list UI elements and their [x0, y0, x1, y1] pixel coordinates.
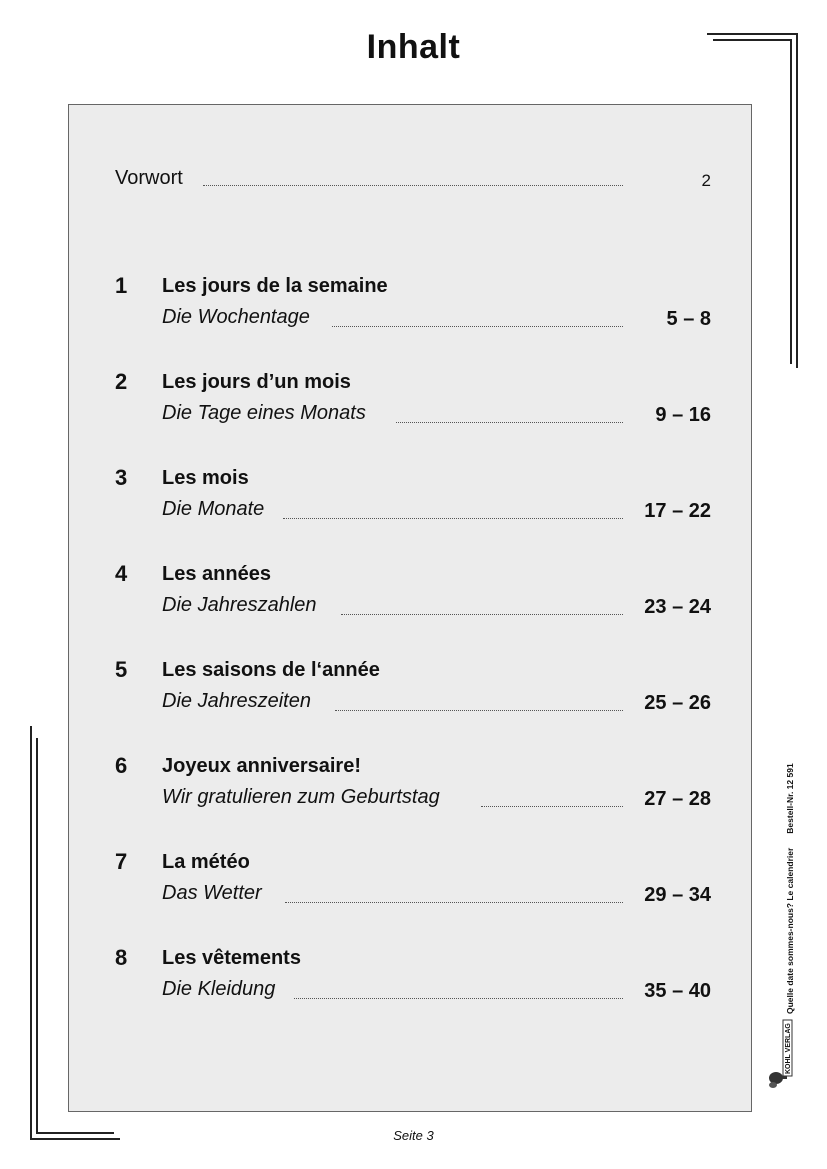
entry-number: 6: [115, 753, 128, 778]
corner-frame-bottom-left-v2: [36, 738, 38, 1132]
leader-dots: [283, 518, 623, 519]
entry-title-fr: Les mois: [162, 467, 249, 489]
corner-frame-top-right-h2: [713, 39, 791, 41]
publisher-logo-text: KOHL VERLAG: [785, 1023, 792, 1074]
corner-frame-top-right-v2: [790, 39, 792, 364]
entry-pages: 23 – 24: [644, 596, 711, 618]
entry-title-de: Die Tage eines Monats: [162, 402, 366, 424]
leader-dots: [396, 422, 623, 423]
entry-title-de: Die Monate: [162, 498, 265, 520]
entry-pages: 25 – 26: [644, 692, 711, 714]
entry-number: 5: [115, 657, 128, 682]
toc-entry-7: 7 La météo Das Wetter 29 – 34: [115, 849, 711, 919]
corner-frame-bottom-left-v1: [30, 726, 32, 1138]
page-number-footer: Seite 3: [393, 1128, 434, 1143]
corner-frame-bottom-left-h2: [36, 1132, 114, 1134]
entry-title-fr: Les jours de la semaine: [162, 275, 388, 297]
leader-dots: [335, 710, 623, 711]
toc-entry-2: 2 Les jours d’un mois Die Tage eines Mon…: [115, 369, 711, 439]
entry-title-fr: Joyeux anniversaire!: [162, 755, 361, 777]
leader-dots: [341, 614, 623, 615]
entry-title-de: Wir gratulieren zum Geburtstag: [162, 786, 440, 808]
side-book-info: Quelle date sommes-nous? Le calendrier Be…: [785, 749, 795, 1014]
entry-title-fr: Les jours d’un mois: [162, 371, 351, 393]
side-book-title: Quelle date sommes-nous? Le calendrier: [785, 847, 795, 1014]
toc-entry-5: 5 Les saisons de l‘année Die Jahreszeite…: [115, 657, 711, 727]
toc-box: Vorwort 2 1 Les jours de la semaine Die …: [68, 104, 752, 1112]
page-title: Inhalt: [366, 28, 461, 66]
leader-dots: [481, 806, 623, 807]
entry-pages: 29 – 34: [644, 884, 711, 906]
toc-entry-6: 6 Joyeux anniversaire! Wir gratulieren z…: [115, 753, 711, 823]
leader-dots: [332, 326, 623, 327]
entry-number: 2: [115, 369, 128, 394]
entry-title-de: Die Kleidung: [162, 978, 276, 1000]
entry-number: 8: [115, 945, 128, 970]
entry-title-de: Die Jahreszeiten: [162, 690, 311, 712]
entry-number: 3: [115, 465, 128, 490]
preface-entry: Vorwort 2: [115, 167, 711, 197]
toc-entry-8: 8 Les vêtements Die Kleidung 35 – 40: [115, 945, 711, 1015]
entry-title-fr: La météo: [162, 851, 250, 873]
toc-entry-1: 1 Les jours de la semaine Die Wochentage…: [115, 273, 711, 343]
entry-number: 1: [115, 273, 128, 298]
leader-dots: [203, 185, 623, 186]
corner-frame-bottom-left-h1: [30, 1138, 120, 1140]
entry-title-fr: Les saisons de l‘année: [162, 659, 380, 681]
entry-pages: 17 – 22: [644, 500, 711, 522]
corner-frame-top-right-v1: [796, 33, 798, 368]
tree-logo-icon: KOHL VERLAG: [769, 1019, 793, 1088]
entry-pages: 9 – 16: [655, 404, 711, 426]
entry-pages: 27 – 28: [644, 788, 711, 810]
preface-label: Vorwort: [115, 167, 183, 189]
toc-entry-4: 4 Les années Die Jahreszahlen 23 – 24: [115, 561, 711, 631]
entry-title-de: Das Wetter: [162, 882, 262, 904]
corner-frame-top-right-h1: [707, 33, 797, 35]
entry-pages: 5 – 8: [666, 308, 711, 330]
toc-entry-3: 3 Les mois Die Monate 17 – 22: [115, 465, 711, 535]
entry-title-fr: Les années: [162, 563, 271, 585]
entry-title-de: Die Jahreszahlen: [162, 594, 317, 616]
entry-number: 4: [115, 561, 128, 586]
leader-dots: [294, 998, 623, 999]
entry-number: 7: [115, 849, 128, 874]
entry-pages: 35 – 40: [644, 980, 711, 1002]
preface-page: 2: [701, 171, 711, 190]
leader-dots: [285, 902, 623, 903]
side-order-number: Bestell-Nr. 12 591: [785, 763, 795, 834]
entry-title-de: Die Wochentage: [162, 306, 310, 328]
entry-title-fr: Les vêtements: [162, 947, 301, 969]
